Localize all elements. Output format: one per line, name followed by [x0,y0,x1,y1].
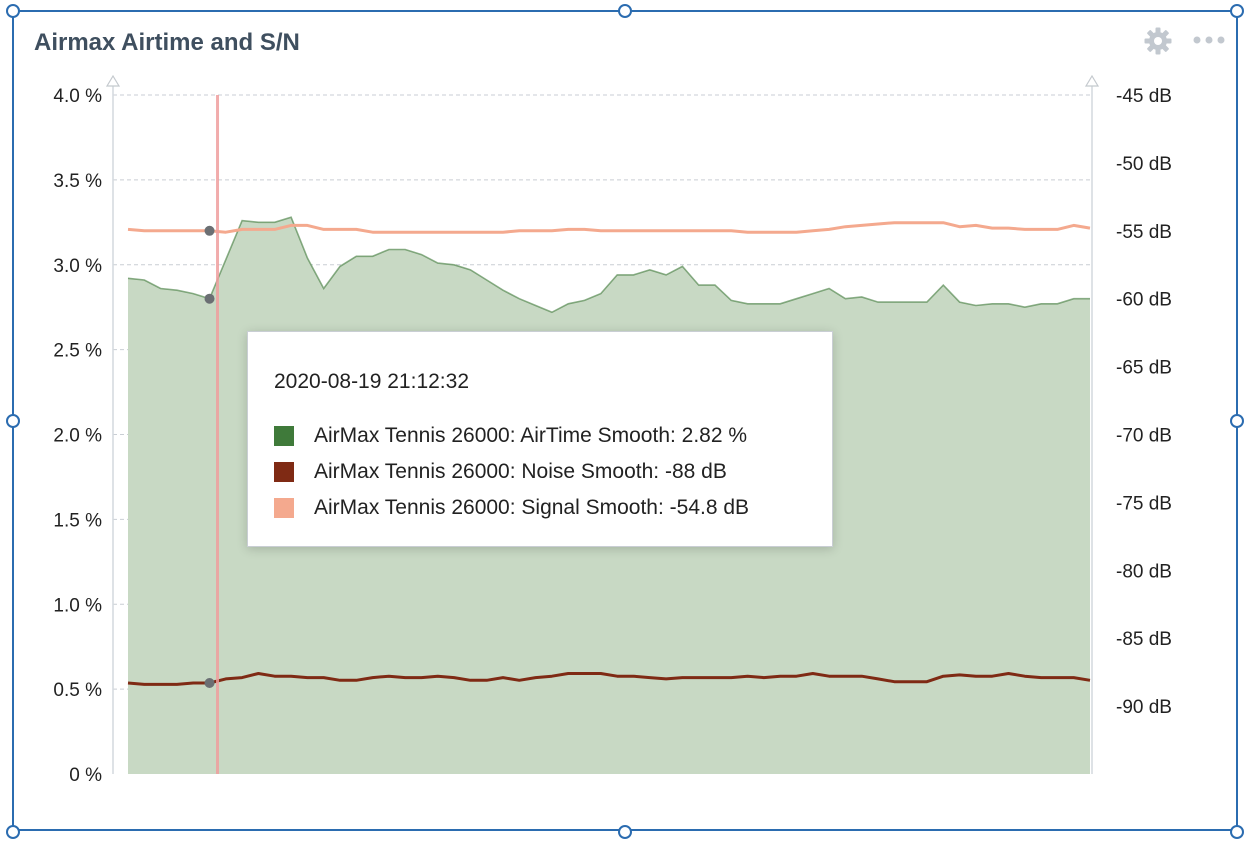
y-left-tick-label: 3.5 % [53,171,102,192]
y-right-tick-label: -55 dB [1116,222,1172,243]
tooltip-label-signal: AirMax Tennis 26000: Signal Smooth: -54.… [314,496,750,519]
tooltip-label-airtime: AirMax Tennis 26000: AirTime Smooth: 2.8… [314,424,748,447]
y-right-tick-label: -75 dB [1116,493,1172,514]
tooltip-row-airtime: AirMax Tennis 26000: AirTime Smooth: 2.8… [274,424,747,448]
panel-title: Airmax Airtime and S/N [34,29,300,56]
series-noise-line [127,672,1091,686]
tooltip-row-signal: AirMax Tennis 26000: Signal Smooth: -54.… [274,496,749,520]
chart-tooltip: 2020-08-19 21:12:32 AirMax Tennis 26000:… [247,331,833,547]
tick-layer: 0 % 0.5 % 1.0 % 1.5 % 2.0 % 2.5 % 3.0 % 3.5 % 4.… [53,86,1172,786]
gear-icon[interactable] [1143,26,1173,56]
resize-handle-top[interactable] [618,4,632,18]
hover-marker-noise [204,678,215,689]
hover-marker-airtime [204,293,215,304]
tooltip-timestamp: 2020-08-19 21:12:32 [274,370,469,393]
legend-swatch-signal [274,498,294,518]
y-left-tick-label: 3.0 % [53,256,102,277]
y-left-tick-label: 2.0 % [53,426,102,447]
hover-marker-signal [204,225,215,236]
y-right-tick-label: -65 dB [1116,358,1172,379]
y-right-axis-arrow [1084,74,1100,87]
y-left-tick-label: 1.0 % [53,595,102,616]
y-right-tick-label: -70 dB [1116,426,1172,447]
y-right-tick-label: -80 dB [1116,561,1172,582]
tooltip-label-noise: AirMax Tennis 26000: Noise Smooth: -88 d… [314,460,727,483]
y-left-tick-label: 2.5 % [53,341,102,362]
legend-swatch-noise [274,462,294,482]
resize-handle-left[interactable] [6,414,20,428]
resize-handle-bottom-left[interactable] [6,825,20,839]
y-left-tick-label: 0 % [69,765,102,786]
series-signal-line [127,221,1091,234]
resize-handle-top-left[interactable] [6,4,20,18]
y-left-tick-label: 4.0 % [53,86,102,107]
legend-swatch-airtime [274,426,294,446]
cursor-layer [204,95,220,774]
more-icon[interactable] [1191,28,1227,52]
y-left-tick-label: 1.5 % [53,510,102,531]
y-left-tick-label: 0.5 % [53,680,102,701]
y-left-axis-arrow [105,74,121,87]
resize-handle-top-right[interactable] [1230,4,1244,18]
axis-layer [105,74,1100,774]
y-right-tick-label: -85 dB [1116,629,1172,650]
resize-handle-bottom[interactable] [618,825,632,839]
y-right-tick-label: -50 dB [1116,154,1172,175]
y-right-tick-label: -90 dB [1116,697,1172,718]
resize-handle-right[interactable] [1230,414,1244,428]
y-right-tick-label: -45 dB [1116,86,1172,107]
series-airtime-line [127,216,1090,314]
resize-handle-bottom-right[interactable] [1230,825,1244,839]
tooltip-row-noise: AirMax Tennis 26000: Noise Smooth: -88 d… [274,460,727,484]
y-right-tick-label: -60 dB [1116,290,1172,311]
